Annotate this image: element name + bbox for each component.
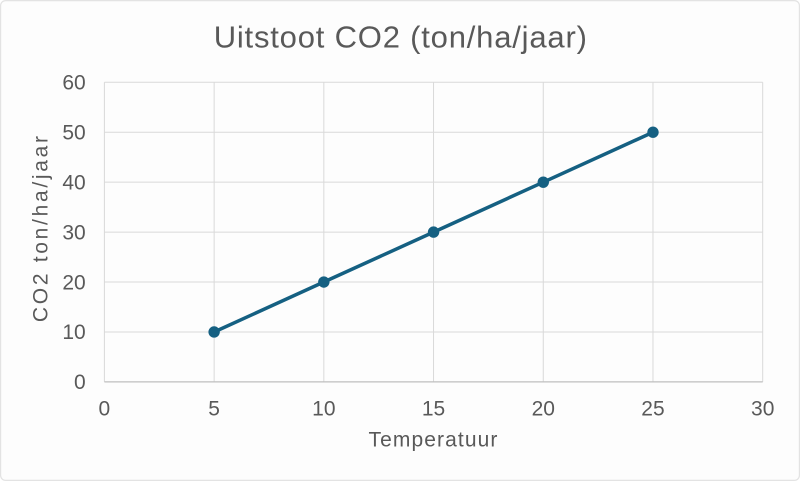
svg-text:10: 10 (62, 321, 85, 344)
svg-text:20: 20 (532, 398, 555, 421)
svg-text:30: 30 (751, 398, 774, 421)
svg-text:25: 25 (641, 398, 664, 421)
svg-text:10: 10 (312, 398, 335, 421)
svg-text:5: 5 (208, 398, 220, 421)
svg-text:20: 20 (62, 271, 85, 294)
svg-text:30: 30 (62, 221, 85, 244)
svg-text:CO2 ton/ha/jaar: CO2 ton/ha/jaar (30, 133, 53, 322)
svg-text:50: 50 (62, 122, 85, 145)
svg-text:15: 15 (422, 398, 445, 421)
svg-text:Uitstoot CO2 (ton/ha/jaar): Uitstoot CO2 (ton/ha/jaar) (214, 20, 588, 55)
svg-text:0: 0 (74, 371, 86, 394)
svg-text:0: 0 (99, 398, 111, 421)
svg-text:Temperatuur: Temperatuur (369, 429, 499, 452)
svg-text:60: 60 (62, 72, 85, 95)
svg-text:40: 40 (62, 171, 85, 194)
